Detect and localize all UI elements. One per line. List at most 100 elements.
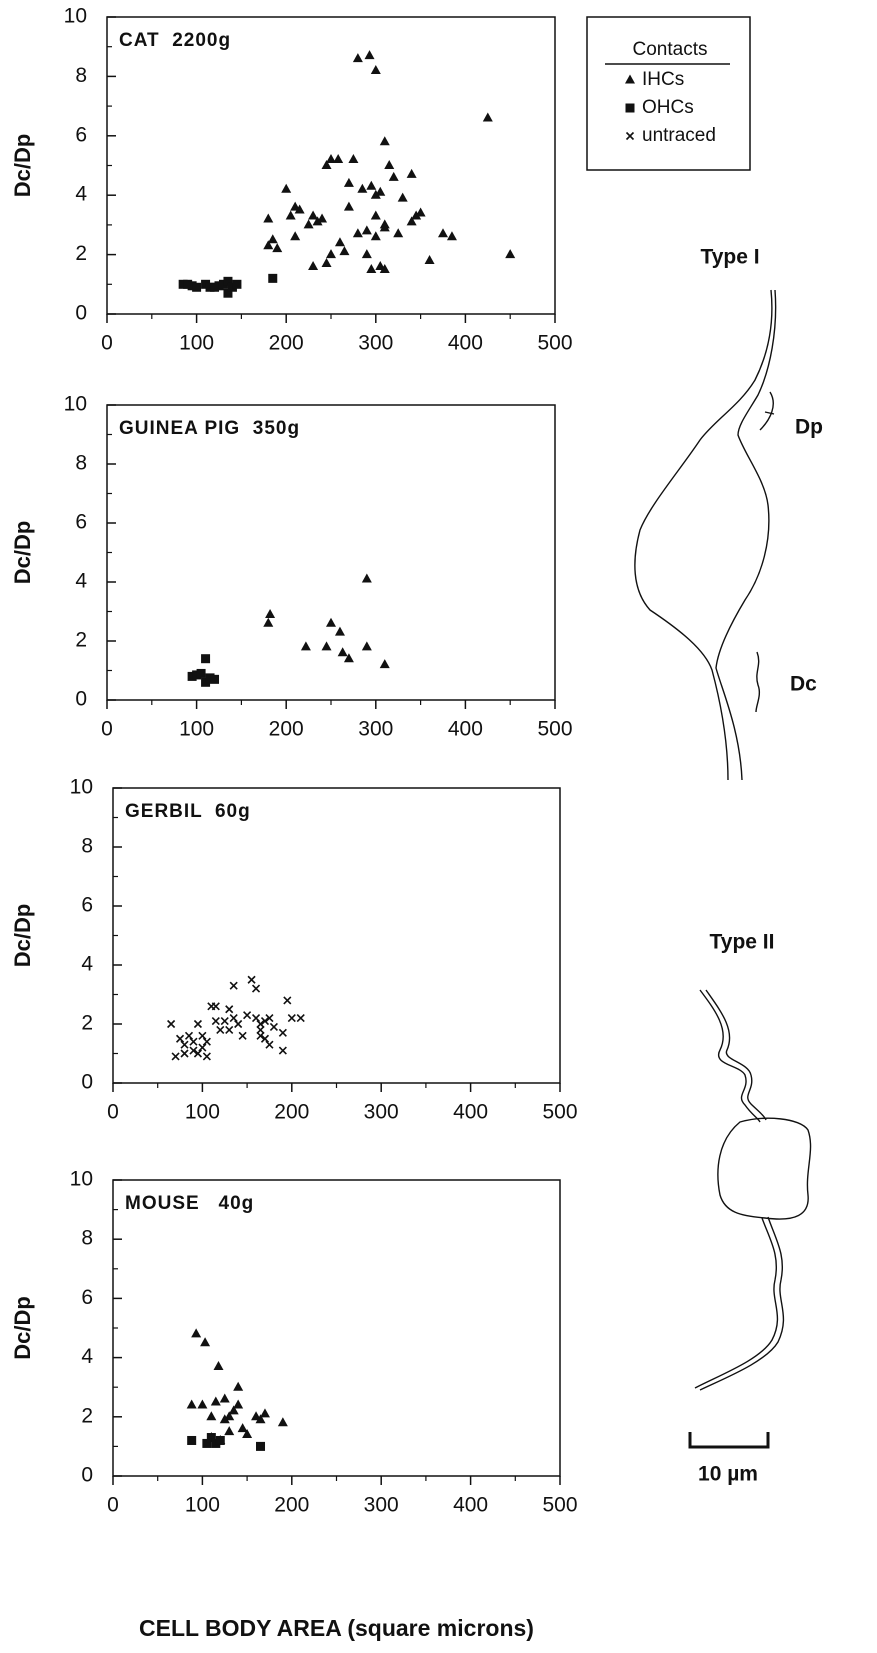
y-tick-label: 2 [75,242,87,265]
triangle-marker [224,1426,235,1436]
cross-marker [211,1016,220,1026]
triangle-marker [281,183,292,193]
x-tick-label: 300 [364,1494,399,1517]
triangle-marker [337,647,348,657]
panel-title: MOUSE 40g [125,1193,254,1214]
triangle-marker [206,1411,217,1421]
dp-brace [759,391,775,431]
cross-marker [287,1014,296,1023]
triangle-marker [343,201,354,211]
type-i-diagram: Type I Dp Dc [634,246,823,781]
square-marker [215,1435,225,1445]
triangle-marker [366,263,377,273]
type-ii-outline [694,1216,785,1391]
triangle-marker [233,1381,244,1391]
triangle-marker [446,231,457,241]
triangle-marker [277,1417,288,1427]
x-tick-label: 500 [542,1101,577,1124]
cross-marker [265,1040,274,1049]
x-tick-label: 0 [107,1494,119,1517]
triangle-marker [379,136,390,146]
y-tick-label: 8 [75,64,87,87]
cross-marker [238,1031,247,1040]
triangle-marker [263,617,274,627]
plot-frame [112,1179,561,1477]
x-axis-label: CELL BODY AREA (square microns) [139,1615,534,1641]
triangle-marker [370,64,381,74]
x-tick-label: 400 [448,718,483,741]
y-tick-label: 0 [75,688,87,711]
triangle-marker [370,210,381,220]
triangle-marker [326,249,336,259]
x-tick-label: 400 [453,1101,488,1124]
cross-marker [256,1031,265,1040]
triangle-marker [424,255,435,265]
triangle-marker [219,1393,230,1403]
cross-marker [229,981,238,990]
cross-marker [175,1034,185,1043]
triangle-marker [191,1328,202,1338]
triangle-marker [352,53,363,63]
triangle-marker [265,608,276,618]
cross-marker [216,1025,225,1034]
y-tick-label: 2 [81,1404,93,1427]
y-tick-label: 2 [81,1012,93,1035]
cross-marker [202,1052,211,1061]
square-marker [202,1438,212,1448]
type-i-outline [634,289,773,781]
cross-marker [243,1011,252,1020]
cross-marker [198,1031,207,1040]
triangle-marker [393,228,404,238]
square-marker [256,1441,266,1451]
legend-box [586,16,751,171]
legend: Contacts IHCs OHCs untraced [586,16,751,171]
triangle-marker [272,243,283,253]
triangle-marker [237,1423,248,1433]
cross-marker [180,1040,189,1049]
cross-marker [296,1014,305,1023]
x-tick-label: 0 [101,718,113,741]
x-tick-label: 500 [537,332,572,355]
cross-marker [202,1037,211,1046]
type-ii-soma [717,1117,812,1220]
triangle-marker [321,160,332,169]
cross-marker [171,1052,180,1061]
triangle-marker [343,177,354,187]
triangle-marker [303,219,314,229]
dp-label: Dp [795,416,823,439]
triangle-marker [263,240,274,250]
triangle-marker [411,210,422,220]
triangle-marker [197,1399,208,1409]
triangle-marker [290,231,301,241]
triangle-marker [242,1429,253,1439]
x-tick-label: 100 [185,1494,220,1517]
x-tick-label: 300 [358,718,393,741]
square-marker [232,279,242,289]
cross-marker [189,1037,198,1046]
x-tick-label: 0 [101,332,113,355]
x-tick-label: 100 [185,1101,220,1124]
triangle-marker [625,74,635,84]
triangle-marker [213,1360,224,1370]
y-tick-label: 6 [81,1286,93,1309]
cross-marker [278,1046,287,1055]
y-tick-label: 0 [81,1071,93,1094]
y-tick-label: 4 [81,1345,93,1368]
square-marker [625,103,635,113]
triangle-marker [259,1408,270,1418]
x-tick-label: 400 [453,1494,488,1517]
square-marker [192,282,202,292]
triangle-marker [334,237,345,247]
cross-marker [260,1016,270,1026]
x-tick-label: 300 [358,332,393,355]
square-marker [196,668,206,678]
triangle-marker [233,1399,244,1409]
cross-marker [260,1034,270,1043]
triangle-marker [357,183,368,193]
square-marker [201,654,211,664]
triangle-marker [406,168,417,178]
triangle-marker [348,154,359,164]
cross-marker [184,1031,194,1040]
triangle-marker [267,234,278,244]
